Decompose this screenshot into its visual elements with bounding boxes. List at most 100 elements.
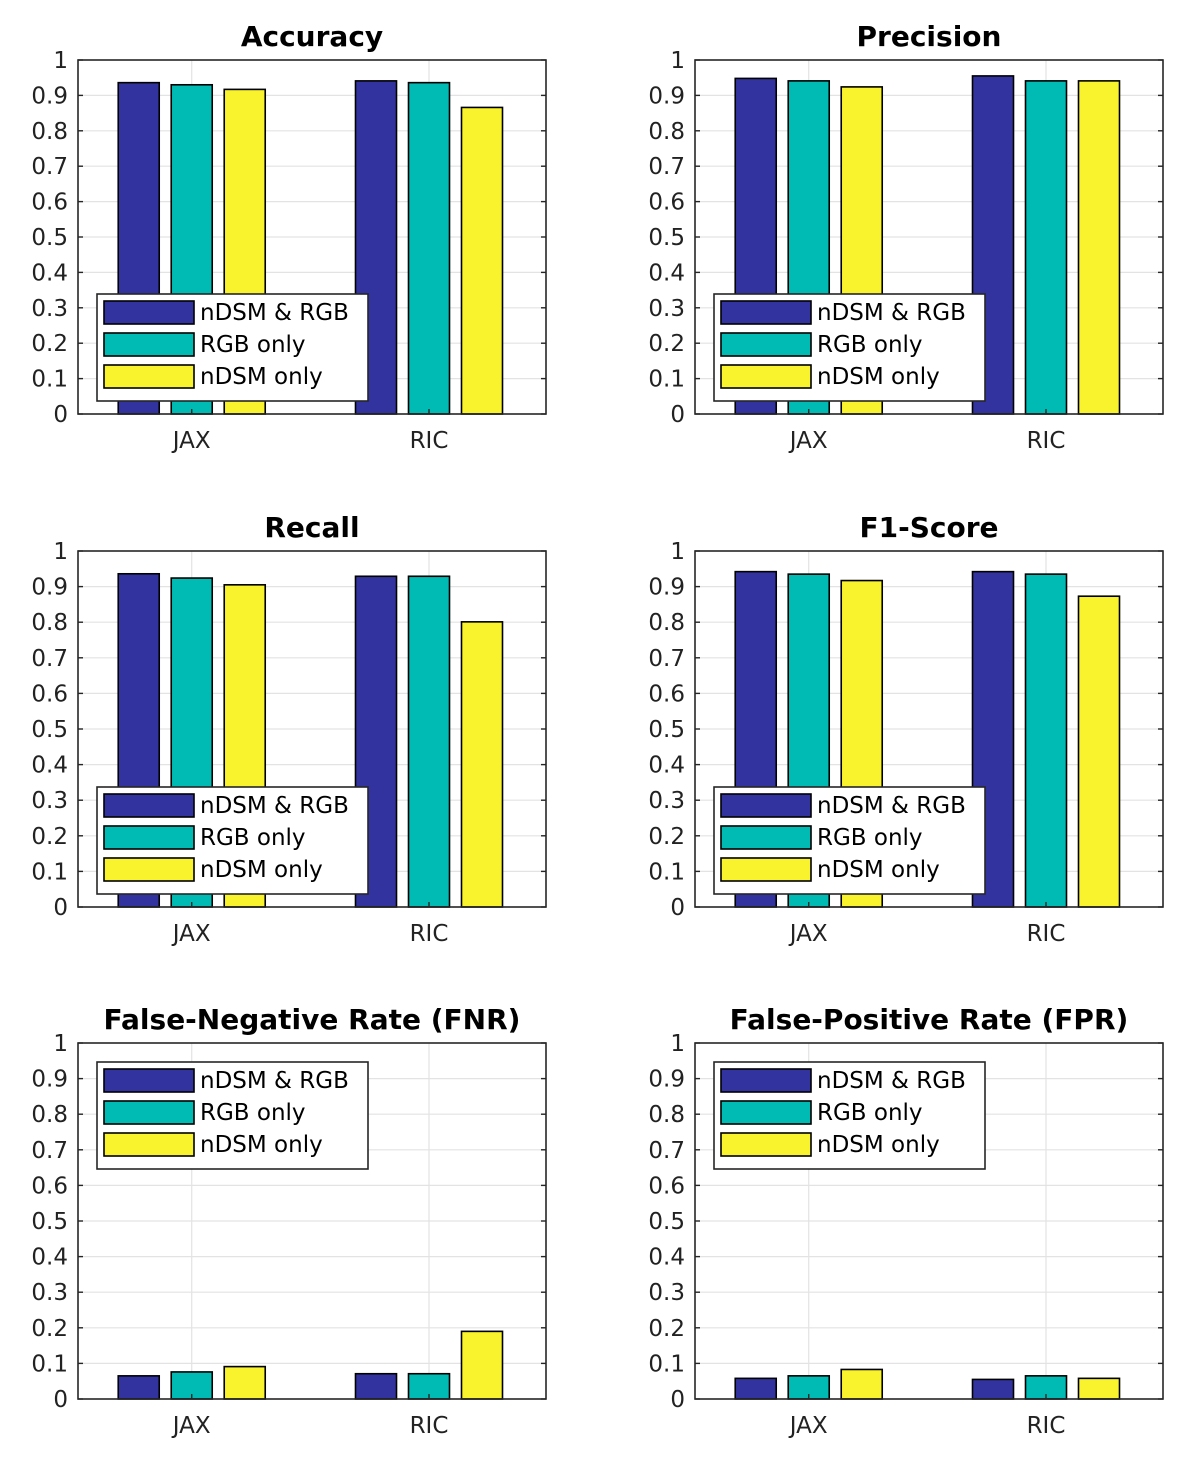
legend-swatch bbox=[720, 1068, 812, 1093]
legend-label: nDSM & RGB bbox=[817, 1068, 966, 1094]
legend: nDSM & RGB RGB only nDSM only bbox=[713, 1061, 986, 1170]
legend: nDSM & RGB RGB only nDSM only bbox=[96, 786, 369, 895]
legend: nDSM & RGB RGB only nDSM only bbox=[713, 786, 986, 895]
y-tick-label: 0.7 bbox=[31, 154, 68, 180]
y-tick-label: 0.8 bbox=[648, 119, 685, 145]
y-tick-label: 0.5 bbox=[31, 717, 68, 743]
y-tick-label: 0.8 bbox=[648, 610, 685, 636]
y-tick-label: 0.4 bbox=[31, 753, 68, 779]
bar-ric-series-1 bbox=[354, 80, 398, 415]
y-tick-label: 0.5 bbox=[31, 1209, 68, 1235]
y-tick-label: 0.9 bbox=[31, 83, 68, 109]
y-tick-label: 0.9 bbox=[648, 575, 685, 601]
legend-label: RGB only bbox=[200, 332, 306, 358]
y-tick-label: 0.7 bbox=[31, 646, 68, 672]
legend-swatch bbox=[720, 332, 812, 357]
x-tick-label: JAX bbox=[171, 921, 211, 947]
y-tick-label: 0 bbox=[53, 1387, 68, 1413]
y-tick-label: 0 bbox=[670, 895, 685, 921]
y-tick-label: 0.5 bbox=[648, 1209, 685, 1235]
chart-panel-1: 0 0.1 0.2 0.3 0.4 0.5 0.6 0.7 0.8 0.9 1 JAX RIC Accur… bbox=[31, 20, 547, 454]
y-tick-label: 0.9 bbox=[31, 1067, 68, 1093]
legend-swatch bbox=[720, 793, 812, 818]
y-tick-label: 0.1 bbox=[648, 859, 685, 885]
y-tick-label: 0.4 bbox=[648, 753, 685, 779]
y-tick-label: 0.6 bbox=[648, 681, 685, 707]
x-tick-label: RIC bbox=[1027, 1413, 1066, 1439]
y-tick-label: 0.9 bbox=[31, 575, 68, 601]
legend-swatch bbox=[103, 364, 195, 389]
legend-swatch bbox=[720, 1100, 812, 1125]
bar-ric-series-2 bbox=[407, 575, 451, 908]
y-tick-label: 0 bbox=[670, 1387, 685, 1413]
legend-swatch bbox=[103, 1100, 195, 1125]
bar-jax-series-1 bbox=[734, 1377, 778, 1400]
y-tick-label: 0.8 bbox=[31, 119, 68, 145]
chart-panel-6: 0 0.1 0.2 0.3 0.4 0.5 0.6 0.7 0.8 0.9 1 JAX RIC False… bbox=[648, 1003, 1164, 1439]
chart-title: False-Negative Rate (FNR) bbox=[104, 1003, 521, 1036]
y-tick-label: 0.7 bbox=[31, 1138, 68, 1164]
y-tick-label: 0.5 bbox=[648, 717, 685, 743]
legend-label: nDSM only bbox=[817, 1132, 940, 1158]
legend-label: nDSM only bbox=[200, 1132, 323, 1158]
y-tick-label: 0 bbox=[53, 895, 68, 921]
y-tick-label: 0.3 bbox=[648, 296, 685, 322]
legend-label: RGB only bbox=[817, 825, 923, 851]
bar-ric-series-3 bbox=[460, 621, 504, 908]
y-tick-label: 0.1 bbox=[648, 367, 685, 393]
legend-swatch bbox=[103, 825, 195, 850]
x-tick-label: JAX bbox=[171, 428, 211, 454]
x-tick-label: RIC bbox=[410, 428, 449, 454]
legend-label: nDSM & RGB bbox=[200, 793, 349, 819]
x-tick-label: RIC bbox=[1027, 428, 1066, 454]
legend-swatch bbox=[103, 1132, 195, 1157]
y-tick-label: 1 bbox=[670, 1031, 685, 1057]
legend-label: nDSM only bbox=[200, 364, 323, 390]
legend-swatch bbox=[103, 332, 195, 357]
y-tick-label: 0.5 bbox=[31, 225, 68, 251]
bar-ric-series-1 bbox=[354, 1372, 398, 1400]
chart-title: F1-Score bbox=[859, 511, 998, 544]
legend-label: nDSM & RGB bbox=[817, 793, 966, 819]
legend-swatch bbox=[103, 1068, 195, 1093]
legend-label: RGB only bbox=[817, 332, 923, 358]
y-tick-label: 0.2 bbox=[31, 1316, 68, 1342]
chart-title: Precision bbox=[857, 20, 1002, 53]
bar-ric-series-3 bbox=[1077, 80, 1121, 415]
legend: nDSM & RGB RGB only nDSM only bbox=[713, 293, 986, 402]
chart-panel-2: 0 0.1 0.2 0.3 0.4 0.5 0.6 0.7 0.8 0.9 1 JAX RIC Preci… bbox=[648, 20, 1164, 454]
chart-title: False-Positive Rate (FPR) bbox=[730, 1003, 1129, 1036]
y-tick-label: 0.6 bbox=[31, 681, 68, 707]
x-tick-label: RIC bbox=[410, 921, 449, 947]
bar-jax-series-1 bbox=[117, 1375, 161, 1400]
y-tick-label: 0 bbox=[53, 402, 68, 428]
bar-ric-series-3 bbox=[460, 106, 504, 415]
chart-title: Accuracy bbox=[241, 20, 383, 53]
y-tick-label: 0.1 bbox=[31, 859, 68, 885]
y-tick-label: 0.4 bbox=[31, 1245, 68, 1271]
y-tick-label: 0.4 bbox=[648, 1245, 685, 1271]
y-tick-label: 0 bbox=[670, 402, 685, 428]
y-tick-label: 0.8 bbox=[31, 1102, 68, 1128]
y-tick-label: 1 bbox=[53, 48, 68, 74]
bar-ric-series-2 bbox=[1024, 573, 1068, 908]
bar-ric-series-3 bbox=[1077, 1377, 1121, 1400]
y-tick-label: 1 bbox=[53, 1031, 68, 1057]
x-tick-label: JAX bbox=[788, 1413, 828, 1439]
y-tick-label: 0.2 bbox=[648, 824, 685, 850]
y-tick-label: 0.3 bbox=[31, 788, 68, 814]
x-tick-label: JAX bbox=[788, 428, 828, 454]
y-tick-label: 0.7 bbox=[648, 646, 685, 672]
legend-swatch bbox=[103, 300, 195, 325]
y-tick-label: 0.9 bbox=[648, 83, 685, 109]
y-tick-label: 0.3 bbox=[31, 296, 68, 322]
legend-label: nDSM & RGB bbox=[200, 300, 349, 326]
y-tick-label: 0.6 bbox=[648, 190, 685, 216]
legend: nDSM & RGB RGB only nDSM only bbox=[96, 1061, 369, 1170]
y-tick-label: 1 bbox=[670, 48, 685, 74]
legend-label: RGB only bbox=[200, 1100, 306, 1126]
y-tick-label: 0.8 bbox=[648, 1102, 685, 1128]
y-tick-label: 0.5 bbox=[648, 225, 685, 251]
y-tick-label: 1 bbox=[53, 539, 68, 565]
y-tick-label: 0.9 bbox=[648, 1067, 685, 1093]
